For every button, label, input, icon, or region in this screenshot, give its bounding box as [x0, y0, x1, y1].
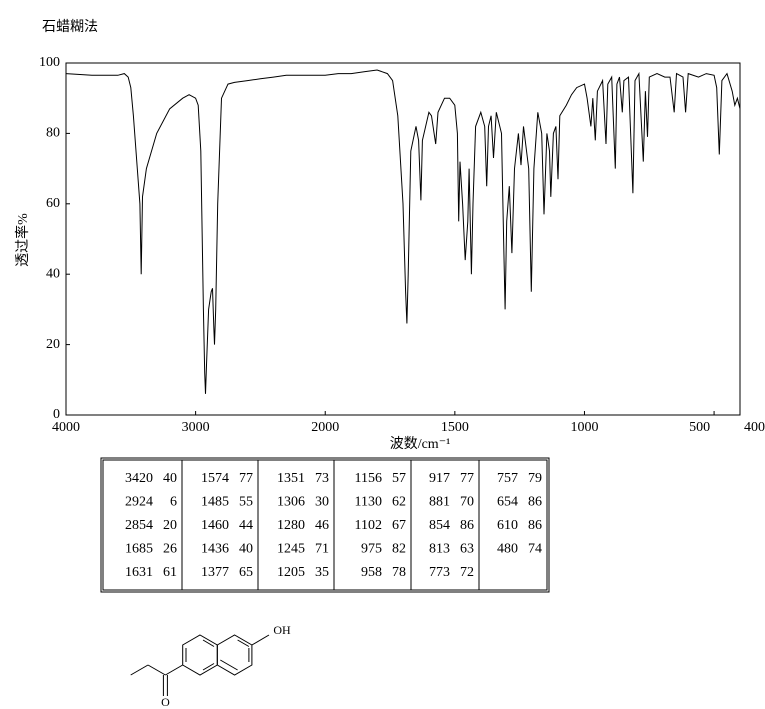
y-tick-label: 100: [39, 55, 60, 70]
atom-label: OH: [273, 623, 291, 637]
peak-wavenumber: 917: [429, 471, 450, 486]
peak-transmittance: 70: [460, 495, 474, 510]
peak-transmittance: 20: [163, 518, 177, 533]
peak-transmittance: 46: [315, 518, 329, 533]
peak-wavenumber: 1574: [201, 471, 229, 486]
chart-title: 石蜡糊法: [42, 19, 98, 35]
peak-wavenumber: 1102: [355, 518, 382, 533]
peak-transmittance: 86: [460, 518, 474, 533]
peak-transmittance: 86: [528, 495, 542, 510]
peak-wavenumber: 1436: [201, 542, 229, 557]
peak-wavenumber: 1306: [277, 495, 305, 510]
x-tick-label: 400: [744, 420, 765, 435]
peak-transmittance: 71: [315, 542, 329, 557]
peak-transmittance: 67: [392, 518, 406, 533]
peak-wavenumber: 958: [361, 565, 382, 580]
peak-transmittance: 44: [239, 518, 253, 533]
peak-wavenumber: 813: [429, 542, 450, 557]
peak-transmittance: 65: [239, 565, 253, 580]
peak-wavenumber: 1685: [125, 542, 153, 557]
peak-wavenumber: 773: [429, 565, 450, 580]
peak-wavenumber: 1280: [277, 518, 305, 533]
peak-transmittance: 35: [315, 565, 329, 580]
peak-wavenumber: 654: [497, 495, 518, 510]
peak-wavenumber: 1485: [201, 495, 229, 510]
peak-wavenumber: 757: [497, 471, 518, 486]
peak-transmittance: 62: [392, 495, 406, 510]
y-tick-label: 60: [46, 196, 60, 211]
peak-transmittance: 79: [528, 471, 542, 486]
x-tick-label: 2000: [311, 420, 339, 435]
peak-transmittance: 74: [528, 542, 542, 557]
peak-transmittance: 61: [163, 565, 177, 580]
peak-transmittance: 26: [163, 542, 177, 557]
structure: [130, 634, 270, 696]
table-border: [100, 457, 550, 593]
peak-wavenumber: 610: [497, 518, 518, 533]
peak-wavenumber: 854: [429, 518, 450, 533]
peak-transmittance: 6: [170, 495, 177, 510]
peak-transmittance: 72: [460, 565, 474, 580]
peak-transmittance: 73: [315, 471, 329, 486]
peak-transmittance: 30: [315, 495, 329, 510]
peak-transmittance: 86: [528, 518, 542, 533]
peak-wavenumber: 480: [497, 542, 518, 557]
x-tick-label: 500: [689, 420, 710, 435]
table-cell: [478, 459, 548, 591]
x-tick-label: 1000: [570, 420, 598, 435]
peak-wavenumber: 1377: [201, 565, 229, 580]
x-axis-label: 波数/cm⁻¹: [390, 436, 451, 452]
y-tick-label: 20: [46, 337, 60, 352]
peak-wavenumber: 1351: [277, 471, 305, 486]
spectrum-line: [65, 69, 741, 394]
peak-wavenumber: 1631: [125, 565, 153, 580]
peak-transmittance: 55: [239, 495, 253, 510]
peak-transmittance: 77: [460, 471, 474, 486]
peak-wavenumber: 881: [429, 495, 450, 510]
y-axis-label: 透过率%: [14, 213, 31, 267]
x-tick-label: 1500: [441, 420, 469, 435]
peak-transmittance: 57: [392, 471, 406, 486]
peak-transmittance: 78: [392, 565, 406, 580]
peak-wavenumber: 975: [361, 542, 382, 557]
y-tick-label: 0: [53, 407, 60, 422]
peak-transmittance: 63: [460, 542, 474, 557]
peak-wavenumber: 1245: [277, 542, 305, 557]
peak-transmittance: 77: [239, 471, 253, 486]
atom-label: O: [161, 695, 170, 709]
x-tick-label: 3000: [182, 420, 210, 435]
peak-wavenumber: 1156: [355, 471, 382, 486]
plot-frame: [65, 62, 741, 416]
x-tick-label: 4000: [52, 420, 80, 435]
peak-transmittance: 82: [392, 542, 406, 557]
peak-wavenumber: 1205: [277, 565, 305, 580]
peak-transmittance: 40: [163, 471, 177, 486]
y-tick-label: 40: [46, 266, 60, 281]
peak-wavenumber: 2854: [125, 518, 153, 533]
y-tick-label: 80: [46, 126, 60, 141]
peak-wavenumber: 1130: [355, 495, 382, 510]
peak-wavenumber: 1460: [201, 518, 229, 533]
peak-wavenumber: 2924: [125, 495, 153, 510]
peak-wavenumber: 3420: [125, 471, 153, 486]
peak-transmittance: 40: [239, 542, 253, 557]
